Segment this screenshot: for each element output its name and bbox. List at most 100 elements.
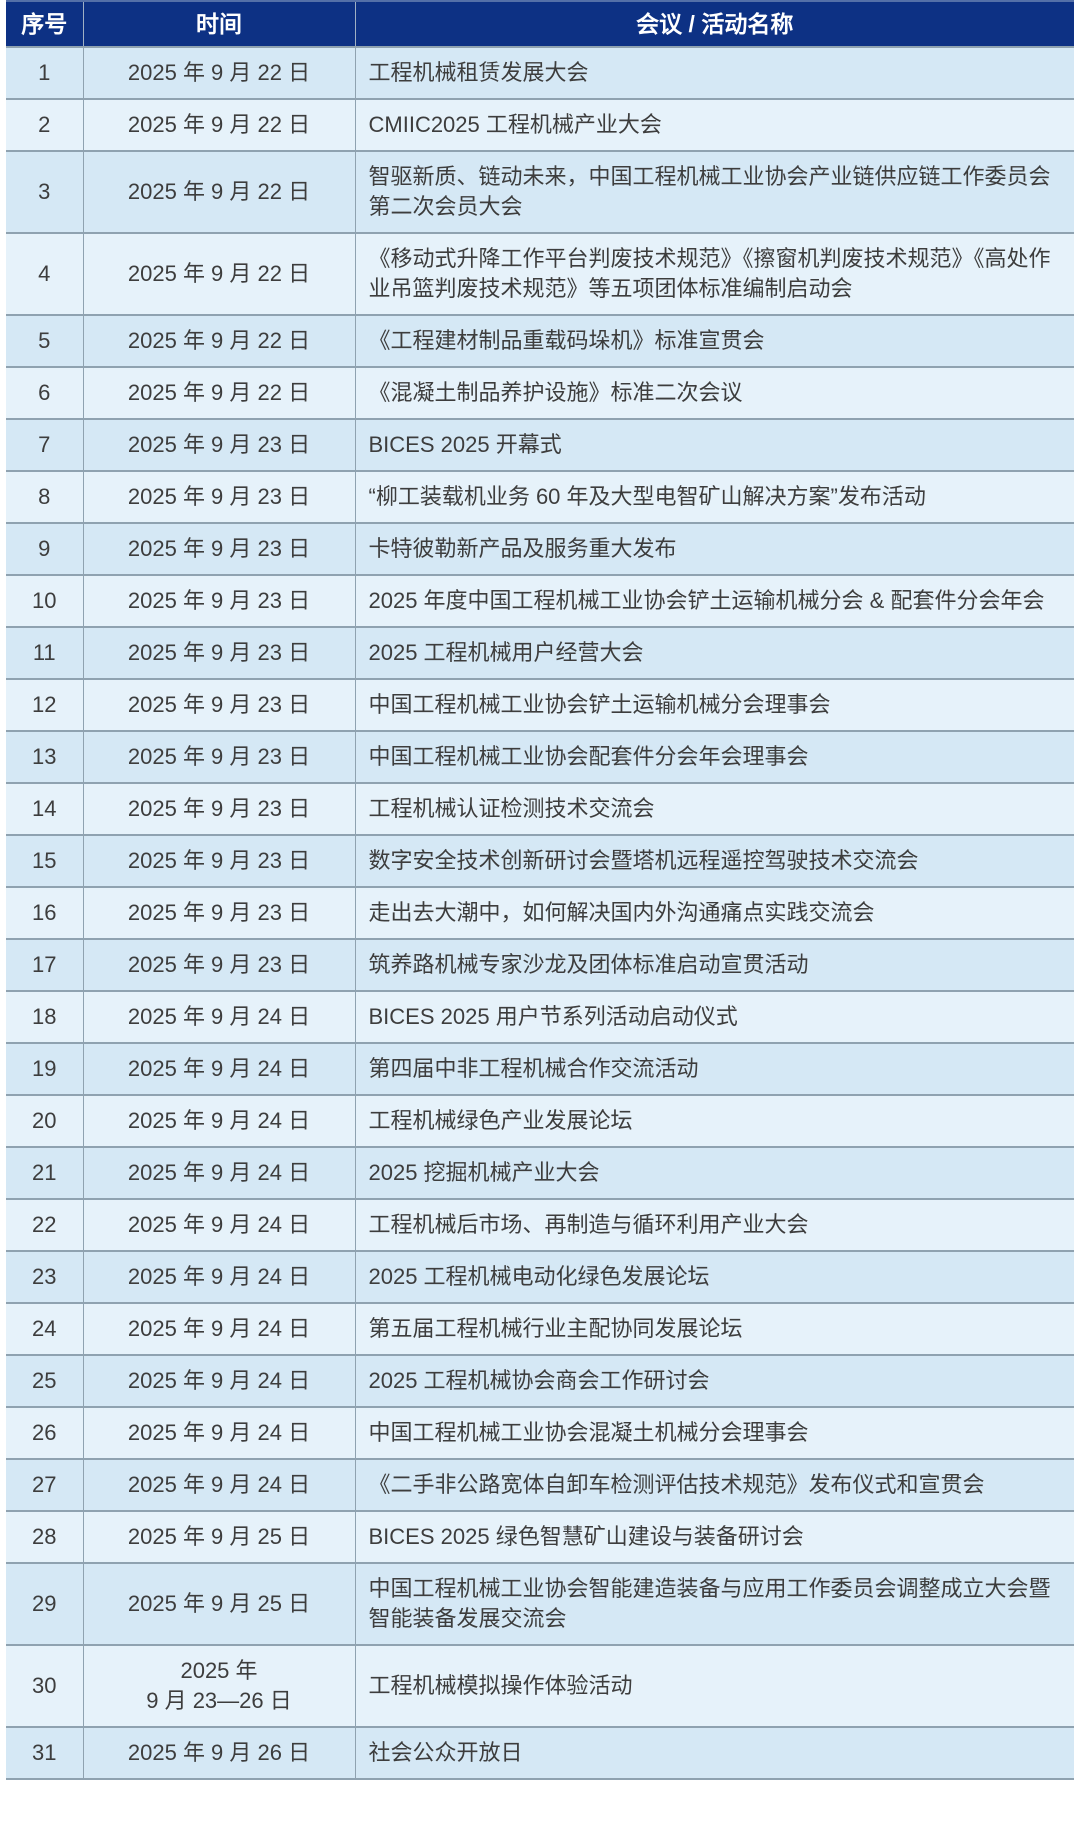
row-name-cell: 2025 挖掘机械产业大会 [354,1146,1074,1200]
table-row: 5 2025 年 9 月 22 日 《工程建材制品重载码垛机》标准宣贯会 [6,314,1074,368]
table-row: 20 2025 年 9 月 24 日 工程机械绿色产业发展论坛 [6,1094,1074,1148]
row-name-cell: BICES 2025 开幕式 [354,418,1074,472]
row-name-cell: 第四届中非工程机械合作交流活动 [354,1042,1074,1096]
row-index-cell: 6 [6,366,84,420]
table-row: 16 2025 年 9 月 23 日 走出去大潮中，如何解决国内外沟通痛点实践交… [6,886,1074,940]
table-row: 6 2025 年 9 月 22 日 《混凝土制品养护设施》标准二次会议 [6,366,1074,420]
row-name-cell: 2025 工程机械协会商会工作研讨会 [354,1354,1074,1408]
row-time-cell: 2025 年 9 月 24 日 [82,1042,356,1096]
row-time-cell: 2025 年 9 月 22 日 [82,46,356,100]
row-index-cell: 12 [6,678,84,732]
row-index-cell: 2 [6,98,84,152]
row-time-cell: 2025 年 9 月 22 日 [82,150,356,234]
row-time-cell: 2025 年 9 月 26 日 [82,1726,356,1780]
header-cell-name: 会议 / 活动名称 [354,0,1074,48]
table-row: 24 2025 年 9 月 24 日 第五届工程机械行业主配协同发展论坛 [6,1302,1074,1356]
table-row: 12 2025 年 9 月 23 日 中国工程机械工业协会铲土运输机械分会理事会 [6,678,1074,732]
header-cell-time: 时间 [82,0,356,48]
row-index-cell: 19 [6,1042,84,1096]
row-name-cell: 走出去大潮中，如何解决国内外沟通痛点实践交流会 [354,886,1074,940]
row-index-cell: 3 [6,150,84,234]
table-row: 11 2025 年 9 月 23 日 2025 工程机械用户经营大会 [6,626,1074,680]
row-index-cell: 11 [6,626,84,680]
row-name-cell: 中国工程机械工业协会配套件分会年会理事会 [354,730,1074,784]
row-time-cell: 2025 年 9 月 23—26 日 [82,1644,356,1728]
table-row: 25 2025 年 9 月 24 日 2025 工程机械协会商会工作研讨会 [6,1354,1074,1408]
table-row: 28 2025 年 9 月 25 日 BICES 2025 绿色智慧矿山建设与装… [6,1510,1074,1564]
row-index-cell: 14 [6,782,84,836]
row-index-cell: 18 [6,990,84,1044]
row-time-cell: 2025 年 9 月 24 日 [82,1146,356,1200]
table-row: 26 2025 年 9 月 24 日 中国工程机械工业协会混凝土机械分会理事会 [6,1406,1074,1460]
row-time-cell: 2025 年 9 月 22 日 [82,366,356,420]
row-name-cell: 2025 工程机械用户经营大会 [354,626,1074,680]
row-name-cell: BICES 2025 绿色智慧矿山建设与装备研讨会 [354,1510,1074,1564]
row-name-cell: 筑养路机械专家沙龙及团体标准启动宣贯活动 [354,938,1074,992]
row-index-cell: 25 [6,1354,84,1408]
row-time-cell: 2025 年 9 月 22 日 [82,232,356,316]
row-name-cell: 工程机械认证检测技术交流会 [354,782,1074,836]
row-index-cell: 5 [6,314,84,368]
row-index-cell: 31 [6,1726,84,1780]
row-time-cell: 2025 年 9 月 24 日 [82,1354,356,1408]
row-index-cell: 20 [6,1094,84,1148]
row-name-cell: 工程机械模拟操作体验活动 [354,1644,1074,1728]
row-index-cell: 1 [6,46,84,100]
row-time-cell: 2025 年 9 月 24 日 [82,990,356,1044]
table-row: 3 2025 年 9 月 22 日 智驱新质、链动未来，中国工程机械工业协会产业… [6,150,1074,234]
table-row: 19 2025 年 9 月 24 日 第四届中非工程机械合作交流活动 [6,1042,1074,1096]
row-index-cell: 10 [6,574,84,628]
table-row: 29 2025 年 9 月 25 日 中国工程机械工业协会智能建造装备与应用工作… [6,1562,1074,1646]
row-name-cell: 卡特彼勒新产品及服务重大发布 [354,522,1074,576]
row-index-cell: 16 [6,886,84,940]
row-index-cell: 4 [6,232,84,316]
row-name-cell: 工程机械租赁发展大会 [354,46,1074,100]
table-row: 1 2025 年 9 月 22 日 工程机械租赁发展大会 [6,46,1074,100]
row-time-cell: 2025 年 9 月 23 日 [82,626,356,680]
row-name-cell: 智驱新质、链动未来，中国工程机械工业协会产业链供应链工作委员会第二次会员大会 [354,150,1074,234]
table-row: 18 2025 年 9 月 24 日 BICES 2025 用户节系列活动启动仪… [6,990,1074,1044]
table-row: 31 2025 年 9 月 26 日 社会公众开放日 [6,1726,1074,1780]
row-time-cell: 2025 年 9 月 23 日 [82,938,356,992]
row-time-cell: 2025 年 9 月 24 日 [82,1458,356,1512]
table-row: 15 2025 年 9 月 23 日 数字安全技术创新研讨会暨塔机远程遥控驾驶技… [6,834,1074,888]
table-row: 21 2025 年 9 月 24 日 2025 挖掘机械产业大会 [6,1146,1074,1200]
row-time-cell: 2025 年 9 月 24 日 [82,1198,356,1252]
row-index-cell: 15 [6,834,84,888]
row-time-cell: 2025 年 9 月 23 日 [82,418,356,472]
row-time-cell: 2025 年 9 月 24 日 [82,1302,356,1356]
row-time-cell: 2025 年 9 月 22 日 [82,314,356,368]
table-header: 序号 时间 会议 / 活动名称 [6,0,1074,48]
table-row: 8 2025 年 9 月 23 日 “柳工装载机业务 60 年及大型电智矿山解决… [6,470,1074,524]
row-time-cell: 2025 年 9 月 23 日 [82,522,356,576]
row-index-cell: 26 [6,1406,84,1460]
row-time-cell: 2025 年 9 月 25 日 [82,1510,356,1564]
row-time-cell: 2025 年 9 月 23 日 [82,470,356,524]
row-index-cell: 21 [6,1146,84,1200]
row-name-cell: 社会公众开放日 [354,1726,1074,1780]
row-time-cell: 2025 年 9 月 23 日 [82,782,356,836]
row-time-cell: 2025 年 9 月 24 日 [82,1094,356,1148]
table-row: 4 2025 年 9 月 22 日 《移动式升降工作平台判废技术规范》《擦窗机判… [6,232,1074,316]
row-name-cell: CMIIC2025 工程机械产业大会 [354,98,1074,152]
row-time-cell: 2025 年 9 月 25 日 [82,1562,356,1646]
row-time-cell: 2025 年 9 月 24 日 [82,1406,356,1460]
row-name-cell: 《混凝土制品养护设施》标准二次会议 [354,366,1074,420]
row-time-cell: 2025 年 9 月 23 日 [82,834,356,888]
row-name-cell: 工程机械后市场、再制造与循环利用产业大会 [354,1198,1074,1252]
row-time-cell: 2025 年 9 月 23 日 [82,730,356,784]
row-name-cell: 工程机械绿色产业发展论坛 [354,1094,1074,1148]
row-name-cell: 《二手非公路宽体自卸车检测评估技术规范》发布仪式和宣贯会 [354,1458,1074,1512]
table-row: 9 2025 年 9 月 23 日 卡特彼勒新产品及服务重大发布 [6,522,1074,576]
row-index-cell: 8 [6,470,84,524]
row-name-cell: 2025 工程机械电动化绿色发展论坛 [354,1250,1074,1304]
row-time-cell: 2025 年 9 月 23 日 [82,574,356,628]
row-name-cell: “柳工装载机业务 60 年及大型电智矿山解决方案”发布活动 [354,470,1074,524]
table-row: 7 2025 年 9 月 23 日 BICES 2025 开幕式 [6,418,1074,472]
row-index-cell: 17 [6,938,84,992]
row-name-cell: 《工程建材制品重载码垛机》标准宣贯会 [354,314,1074,368]
header-cell-index: 序号 [6,0,84,48]
schedule-page: 序号 时间 会议 / 活动名称 1 2025 年 9 月 22 日 工程机械租赁… [6,0,1074,1780]
row-name-cell: 中国工程机械工业协会智能建造装备与应用工作委员会调整成立大会暨智能装备发展交流会 [354,1562,1074,1646]
row-index-cell: 23 [6,1250,84,1304]
